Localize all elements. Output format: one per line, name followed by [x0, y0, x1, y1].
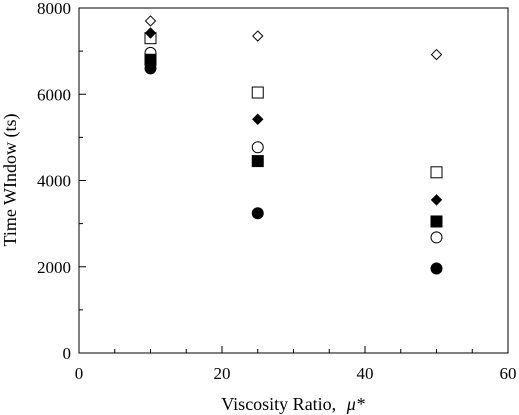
- y-tick-label: 4000: [37, 172, 71, 191]
- x-tick-label: 40: [357, 364, 374, 383]
- filled-square-point: [430, 215, 443, 228]
- filled-diamond-point: [430, 194, 443, 206]
- open-square-point: [251, 86, 264, 99]
- filled-circle-point: [251, 207, 264, 220]
- open-square-point: [430, 166, 443, 179]
- y-tick-label: 2000: [37, 258, 71, 277]
- y-axis-title: Time WIndow (ts): [0, 113, 21, 246]
- x-tick-label: 60: [500, 364, 517, 383]
- tick-marks: [78, 7, 509, 354]
- open-diamond-point: [252, 30, 264, 42]
- filled-diamond-point: [252, 113, 264, 125]
- y-tick-label: 8000: [37, 0, 71, 18]
- open-circle-point: [251, 141, 264, 154]
- open-diamond-point: [144, 15, 157, 27]
- plot-frame: [78, 7, 509, 354]
- x-axis-title: Viscosity Ratio, μ*: [221, 394, 364, 414]
- x-tick-label: 20: [214, 364, 231, 383]
- tick-labels: 0 20 40 60 0 2000 4000 6000 8000: [37, 0, 517, 383]
- data-points: [144, 15, 443, 275]
- open-circle-point: [430, 231, 443, 244]
- open-diamond-point: [430, 48, 443, 61]
- filled-square-point: [251, 155, 264, 168]
- x-tick-label: 0: [75, 364, 84, 383]
- y-tick-label: 6000: [37, 85, 71, 104]
- x-axis-title-text: Viscosity Ratio,: [221, 394, 336, 414]
- filled-circle-point: [430, 262, 443, 275]
- filled-circle-point: [144, 62, 157, 75]
- y-tick-label: 0: [63, 344, 72, 363]
- x-axis-title-symbol: μ*: [346, 394, 365, 414]
- filled-diamond-point: [144, 27, 157, 39]
